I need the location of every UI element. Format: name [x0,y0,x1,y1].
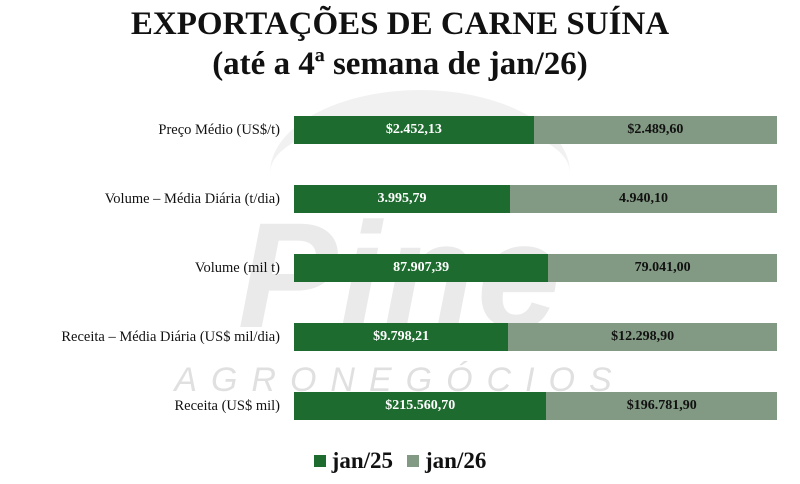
chart-title-block: EXPORTAÇÕES DE CARNE SUÍNA (até a 4ª sem… [0,4,800,84]
legend-swatch-jan26 [407,455,419,467]
category-label: Preço Médio (US$/t) [158,122,280,138]
chart-subtitle: (até a 4ª semana de jan/26) [212,46,588,82]
category-label: Volume – Média Diária (t/dia) [104,191,280,207]
legend-label-jan26: jan/26 [425,448,487,473]
chart-row: Preço Médio (US$/t) $2.452,13 $2.489,60 [0,116,800,144]
bar-jan26: 79.041,00 [548,254,777,282]
bar-jan25: 3.995,79 [294,185,510,213]
watermark-arc-icon [270,90,570,256]
legend-item-jan26: jan/26 [407,448,486,474]
bar-jan25: $2.452,13 [294,116,534,144]
bar-jan25: 87.907,39 [294,254,549,282]
legend-swatch-jan25 [313,455,326,467]
chart-row: Receita – Média Diária (US$ mil/dia) $9.7… [0,323,800,351]
bar-jan26: $12.298,90 [508,323,777,351]
bar-jan25: $9.798,21 [294,323,509,351]
bar-jan26: 4.940,10 [509,185,777,213]
chart-title: EXPORTAÇÕES DE CARNE SUÍNA [130,6,670,42]
legend-label-jan25: jan/25 [331,448,393,473]
chart-row: Volume (mil t) 87.907,39 79.041,00 [0,254,800,282]
category-label: Volume (mil t) [194,260,280,276]
category-label: Receita (US$ mil) [174,398,280,414]
category-label: Receita – Média Diária (US$ mil/dia) [61,329,280,345]
legend-item-jan25: jan/25 [313,448,393,474]
bar-jan26: $196.781,90 [546,392,777,420]
chart-row: Volume – Média Diária (t/dia) 3.995,79 4.9… [0,185,800,213]
chart-row: Receita (US$ mil) $215.560,70 $196.781,90 [0,392,800,420]
chart-legend: jan/25 jan/26 [0,448,800,474]
bar-jan26: $2.489,60 [533,116,777,144]
bar-jan25: $215.560,70 [294,392,547,420]
